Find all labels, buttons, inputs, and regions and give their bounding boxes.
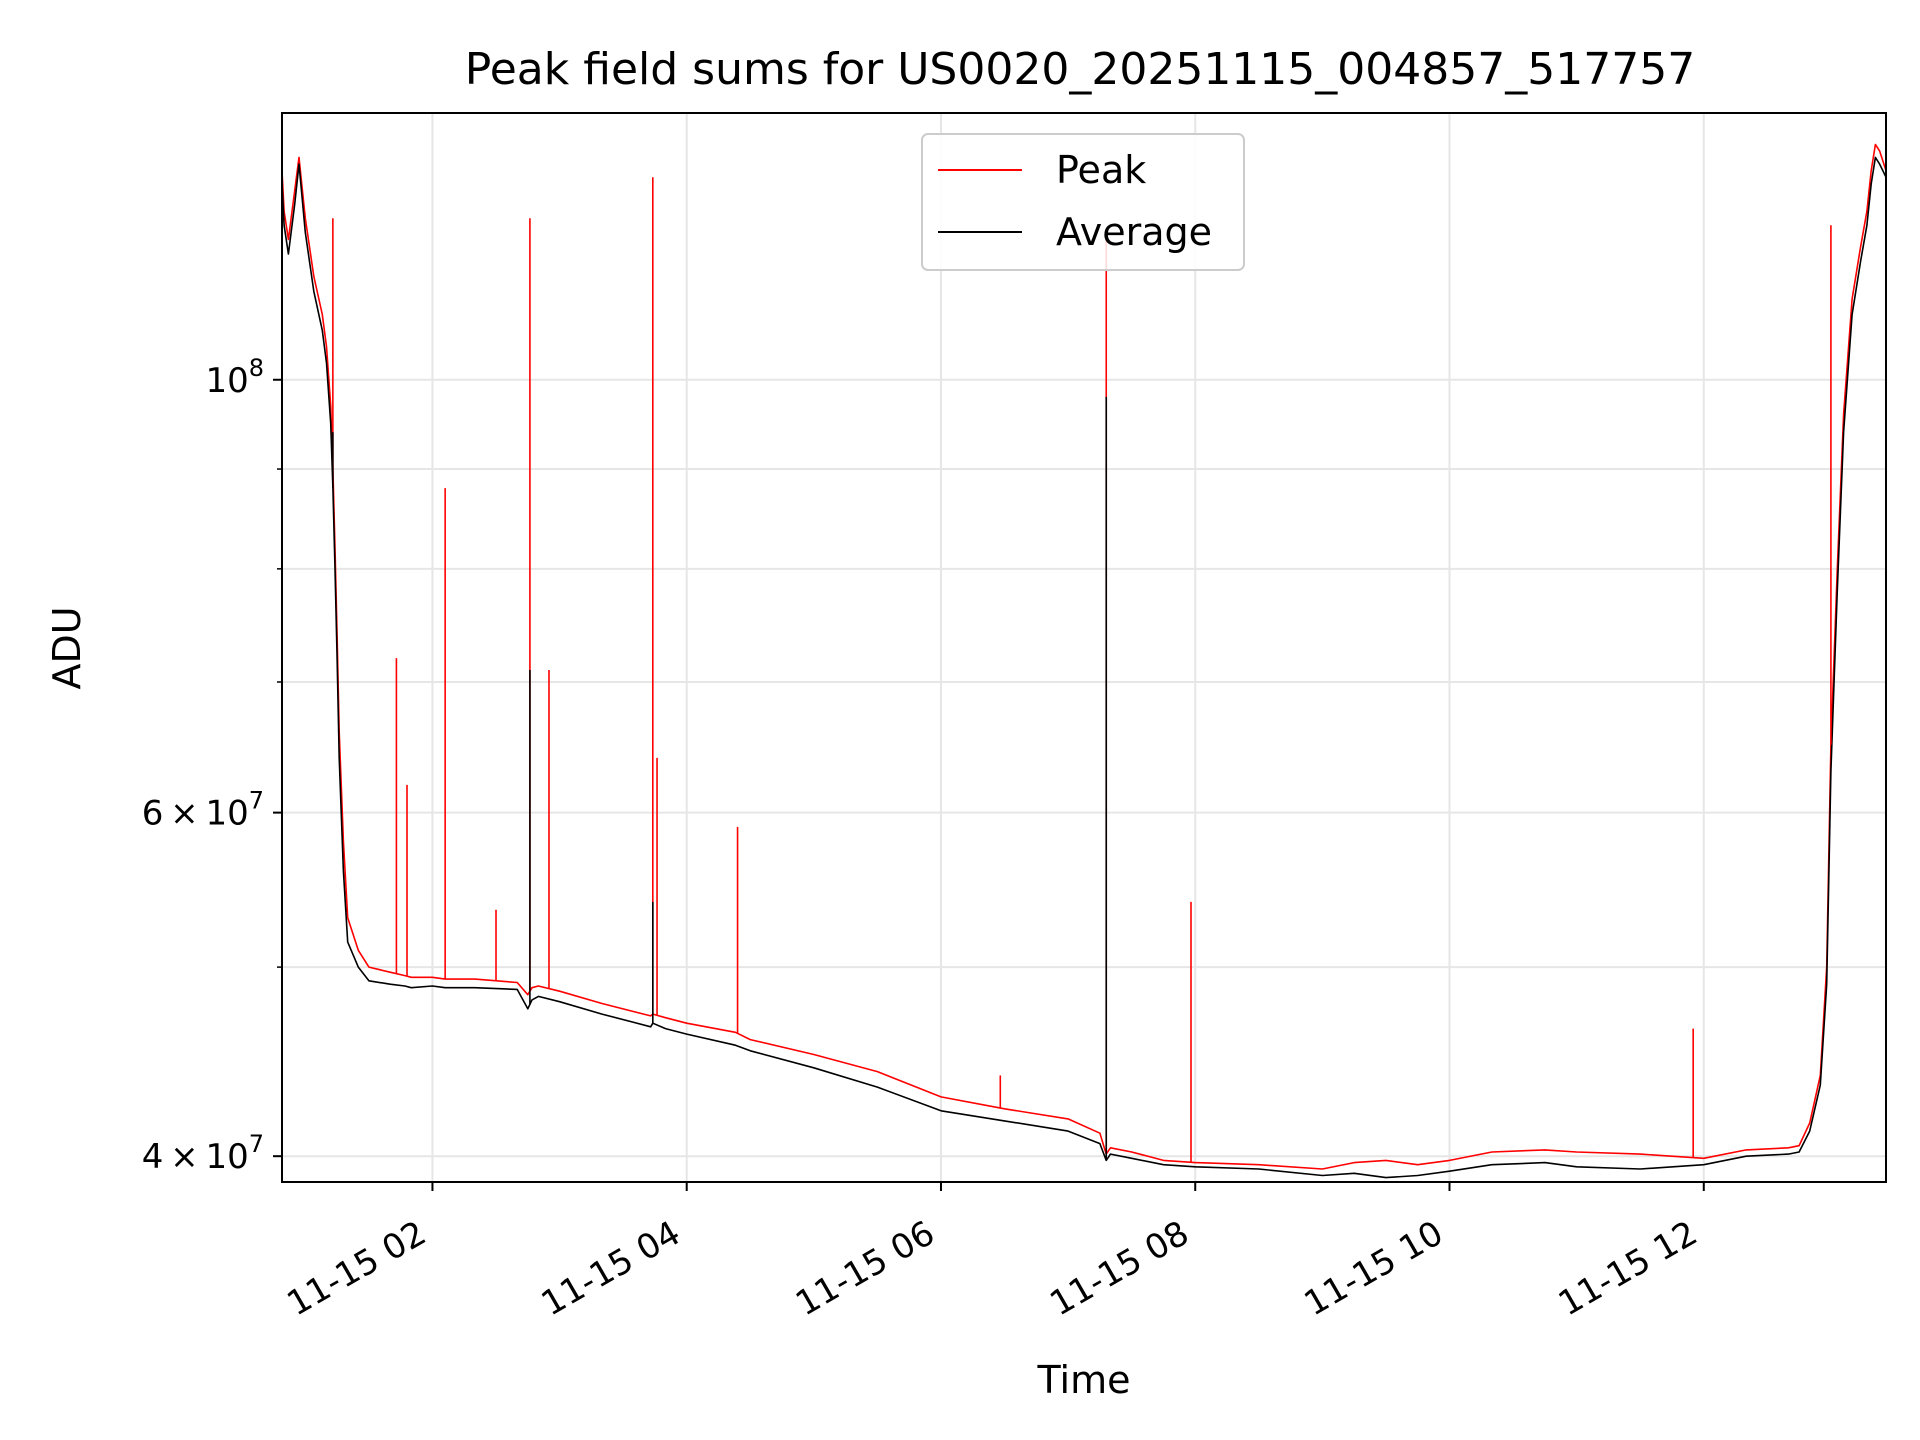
- y-axis-label: ADU: [45, 606, 89, 689]
- legend: Peak Average: [921, 133, 1245, 271]
- legend-label-peak: Peak: [1056, 148, 1146, 192]
- series-layer: [282, 143, 1886, 1179]
- plot-frame: [281, 112, 1887, 1183]
- legend-box: [921, 133, 1245, 271]
- x-axis-label: Time: [1037, 1358, 1131, 1402]
- chart-title: Peak field sums for US0020_20251115_0048…: [465, 44, 1695, 95]
- y-tick-label: 4 × 107: [142, 1130, 264, 1177]
- series-line-average: [282, 156, 1886, 1179]
- y-tick-label: 6 × 107: [142, 787, 264, 834]
- y-tick-label: 108: [205, 354, 264, 401]
- legend-label-average: Average: [1056, 210, 1212, 254]
- y-axis-ticks: 4 × 107 6 × 107 108: [142, 354, 282, 1177]
